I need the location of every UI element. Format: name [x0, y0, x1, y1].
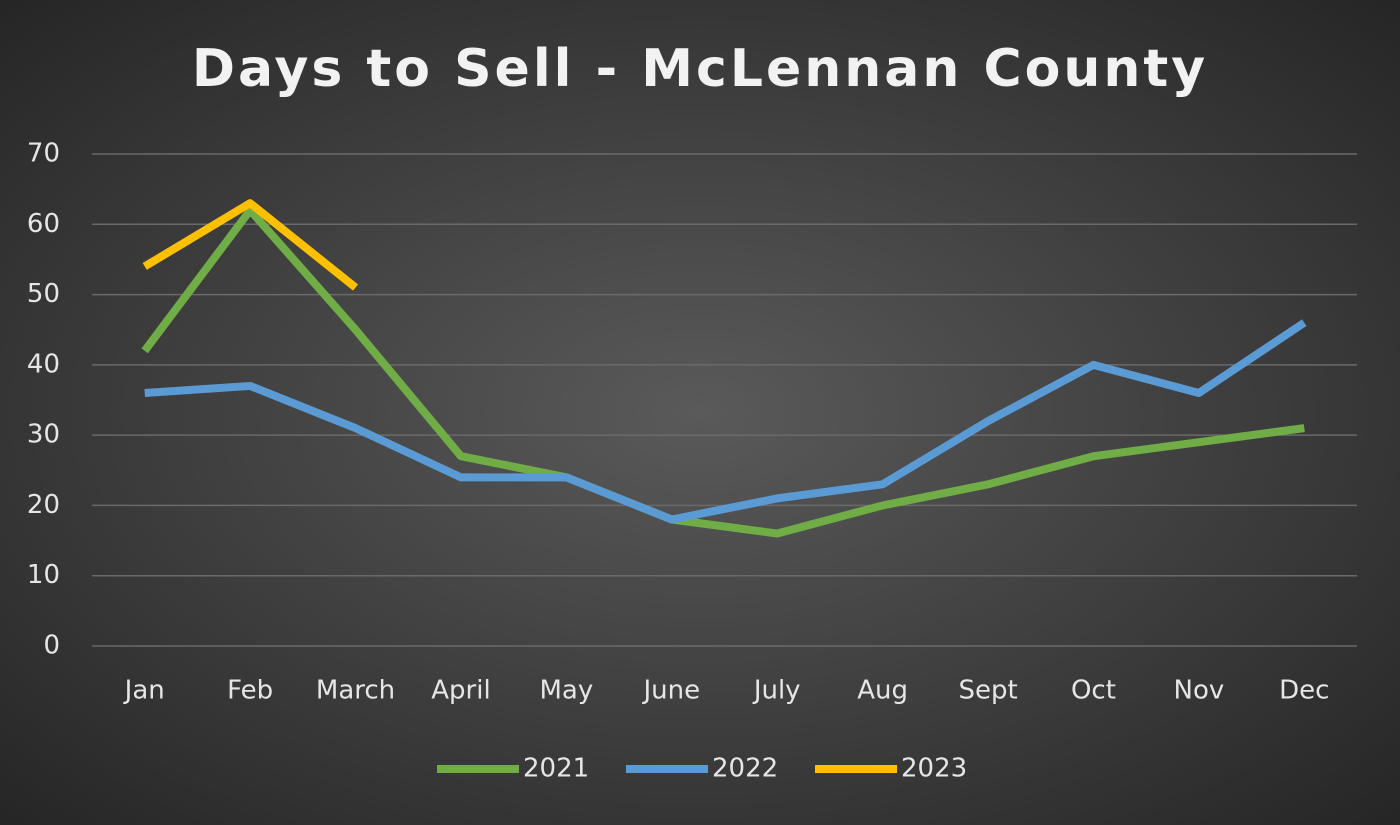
x-tick-label: July — [752, 676, 801, 706]
x-tick-label: April — [431, 676, 490, 706]
x-tick-label: Oct — [1071, 676, 1116, 706]
x-tick-label: Dec — [1279, 676, 1329, 706]
x-tick-label: May — [539, 676, 593, 706]
x-tick-label: Feb — [227, 676, 273, 706]
y-tick-label: 50 — [27, 279, 60, 309]
legend-label: 2023 — [901, 754, 967, 784]
y-tick-label: 40 — [27, 349, 60, 379]
x-tick-label: Aug — [857, 676, 908, 706]
series-line — [141, 206, 1305, 538]
y-tick-label: 70 — [27, 139, 60, 169]
x-tick-label: June — [641, 676, 700, 706]
legend-label: 2021 — [523, 754, 589, 784]
y-tick-label: 30 — [27, 420, 60, 450]
y-tick-label: 0 — [43, 631, 60, 661]
x-tick-label: Jan — [123, 676, 165, 706]
x-tick-label: March — [316, 676, 395, 706]
series-line — [144, 319, 1307, 524]
series-line — [142, 199, 359, 291]
x-tick-label: Nov — [1174, 676, 1225, 706]
x-tick-label: Sept — [958, 676, 1017, 706]
y-tick-label: 10 — [27, 560, 60, 590]
y-tick-label: 60 — [27, 209, 60, 239]
chart-title: Days to Sell - McLennan County — [192, 39, 1208, 99]
y-tick-label: 20 — [27, 490, 60, 520]
legend-label: 2022 — [712, 754, 778, 784]
